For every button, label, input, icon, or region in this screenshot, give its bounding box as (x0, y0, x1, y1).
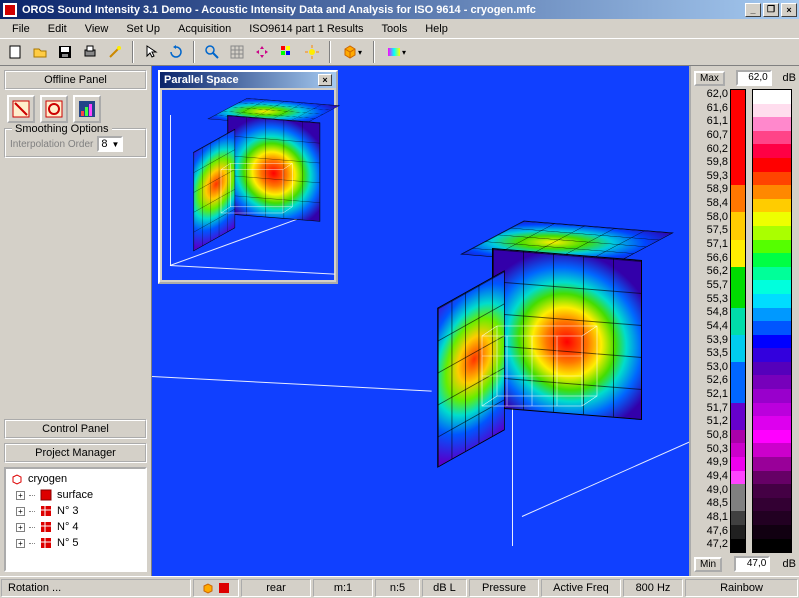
window-titlebar: OROS Sound Intensity 3.1 Demo - Acoustic… (0, 0, 799, 19)
color-scale-panel: Max 62,0 dB 62,061,661,160,760,259,859,3… (689, 66, 799, 576)
tree-item[interactable]: + N° 4 (8, 519, 143, 535)
print-button[interactable] (79, 41, 101, 63)
save-button[interactable] (54, 41, 76, 63)
status-hz: 800 Hz (623, 579, 683, 597)
tree-item[interactable]: + surface (8, 487, 143, 503)
close-button[interactable]: × (781, 3, 797, 17)
minimize-button[interactable]: _ (745, 3, 761, 17)
status-rear: rear (241, 579, 311, 597)
status-db: dB L (422, 579, 467, 597)
light-button[interactable] (301, 41, 323, 63)
project-manager-title[interactable]: Project Manager (4, 443, 147, 463)
open-button[interactable] (29, 41, 51, 63)
unit-label: dB (783, 72, 796, 84)
menu-acquisition[interactable]: Acquisition (170, 21, 239, 37)
color-bar-discrete[interactable] (730, 89, 746, 553)
status-rotation: Rotation ... (1, 579, 191, 597)
surface-icon (39, 488, 53, 502)
control-panel-title[interactable]: Control Panel (4, 419, 147, 439)
menu-edit[interactable]: Edit (40, 21, 75, 37)
unit-label-2: dB (783, 558, 796, 570)
project-tree[interactable]: cryogen + surface + N° 3 + N° 4 + N° 5 (4, 467, 147, 572)
mesh-button[interactable] (276, 41, 298, 63)
menu-bar: File Edit View Set Up Acquisition ISO961… (0, 19, 799, 38)
pointer-button[interactable] (140, 41, 162, 63)
status-bar: Rotation ... rear m:1 n:5 dB L Pressure … (0, 576, 799, 598)
status-n: n:5 (375, 579, 420, 597)
tree-item-label: N° 4 (57, 521, 79, 533)
maximize-button[interactable]: ❐ (763, 3, 779, 17)
tree-item-label: N° 3 (57, 505, 79, 517)
offline-btn-2[interactable] (40, 95, 68, 123)
inner-close-button[interactable]: × (318, 74, 332, 86)
status-icons (193, 579, 239, 597)
color-bar-gradient[interactable] (752, 89, 792, 553)
grid-button[interactable] (226, 41, 248, 63)
offline-btn-3[interactable] (73, 95, 101, 123)
scale-tick-labels: 62,061,661,160,760,259,859,358,958,458,0… (694, 89, 730, 553)
tree-item[interactable]: + N° 3 (8, 503, 143, 519)
expand-icon[interactable]: + (16, 507, 25, 516)
app-icon (2, 2, 18, 18)
expand-icon[interactable]: + (16, 539, 25, 548)
interp-value: 8 (101, 138, 107, 150)
status-freq: Active Freq (541, 579, 621, 597)
offline-panel-title: Offline Panel (4, 70, 147, 90)
status-palette: Rainbow (685, 579, 798, 597)
min-value[interactable]: 47,0 (734, 556, 770, 572)
min-button[interactable]: Min (694, 557, 722, 572)
tree-item-label: surface (57, 489, 93, 501)
inner-window-title: Parallel Space (164, 74, 239, 86)
expand-icon[interactable]: + (16, 523, 25, 532)
max-value[interactable]: 62,0 (736, 70, 772, 86)
tree-item-label: N° 5 (57, 537, 79, 549)
interp-select[interactable]: 8 ▼ (97, 136, 123, 152)
menu-tools[interactable]: Tools (374, 21, 416, 37)
expand-icon[interactable]: + (16, 491, 25, 500)
tree-root-label: cryogen (28, 473, 67, 485)
wand-button[interactable] (104, 41, 126, 63)
parallel-space-window[interactable]: Parallel Space × (158, 70, 338, 284)
window-title: OROS Sound Intensity 3.1 Demo - Acoustic… (22, 4, 745, 16)
offline-btn-1[interactable] (7, 95, 35, 123)
menu-iso[interactable]: ISO9614 part 1 Results (241, 21, 371, 37)
menu-help[interactable]: Help (417, 21, 456, 37)
arrows-button[interactable] (251, 41, 273, 63)
max-button[interactable]: Max (694, 71, 725, 86)
new-button[interactable] (4, 41, 26, 63)
menu-setup[interactable]: Set Up (118, 21, 168, 37)
inner-viewport[interactable] (162, 90, 334, 280)
dropdown-icon: ▼ (112, 140, 120, 149)
smoothing-fieldset: Smoothing Options Interpolation Order 8 … (4, 128, 147, 158)
mesh-icon (39, 504, 53, 518)
toolbar: ▾ ▾ (0, 38, 799, 66)
cube-button[interactable]: ▾ (337, 41, 367, 63)
smoothing-legend: Smoothing Options (12, 123, 112, 135)
zoom-button[interactable] (201, 41, 223, 63)
interp-label: Interpolation Order (10, 139, 93, 150)
menu-view[interactable]: View (77, 21, 117, 37)
status-pressure: Pressure (469, 579, 539, 597)
left-sidebar: Offline Panel Smoothing Options Interpol… (0, 66, 152, 576)
mesh-icon (39, 520, 53, 534)
menu-file[interactable]: File (4, 21, 38, 37)
main-viewport[interactable]: Parallel Space × (152, 66, 689, 576)
mesh-icon (39, 536, 53, 550)
status-m: m:1 (313, 579, 373, 597)
tree-item[interactable]: + N° 5 (8, 535, 143, 551)
rotate-button[interactable] (165, 41, 187, 63)
tree-root[interactable]: cryogen (8, 471, 143, 487)
palette-button[interactable]: ▾ (381, 41, 411, 63)
cube-icon (10, 472, 24, 486)
